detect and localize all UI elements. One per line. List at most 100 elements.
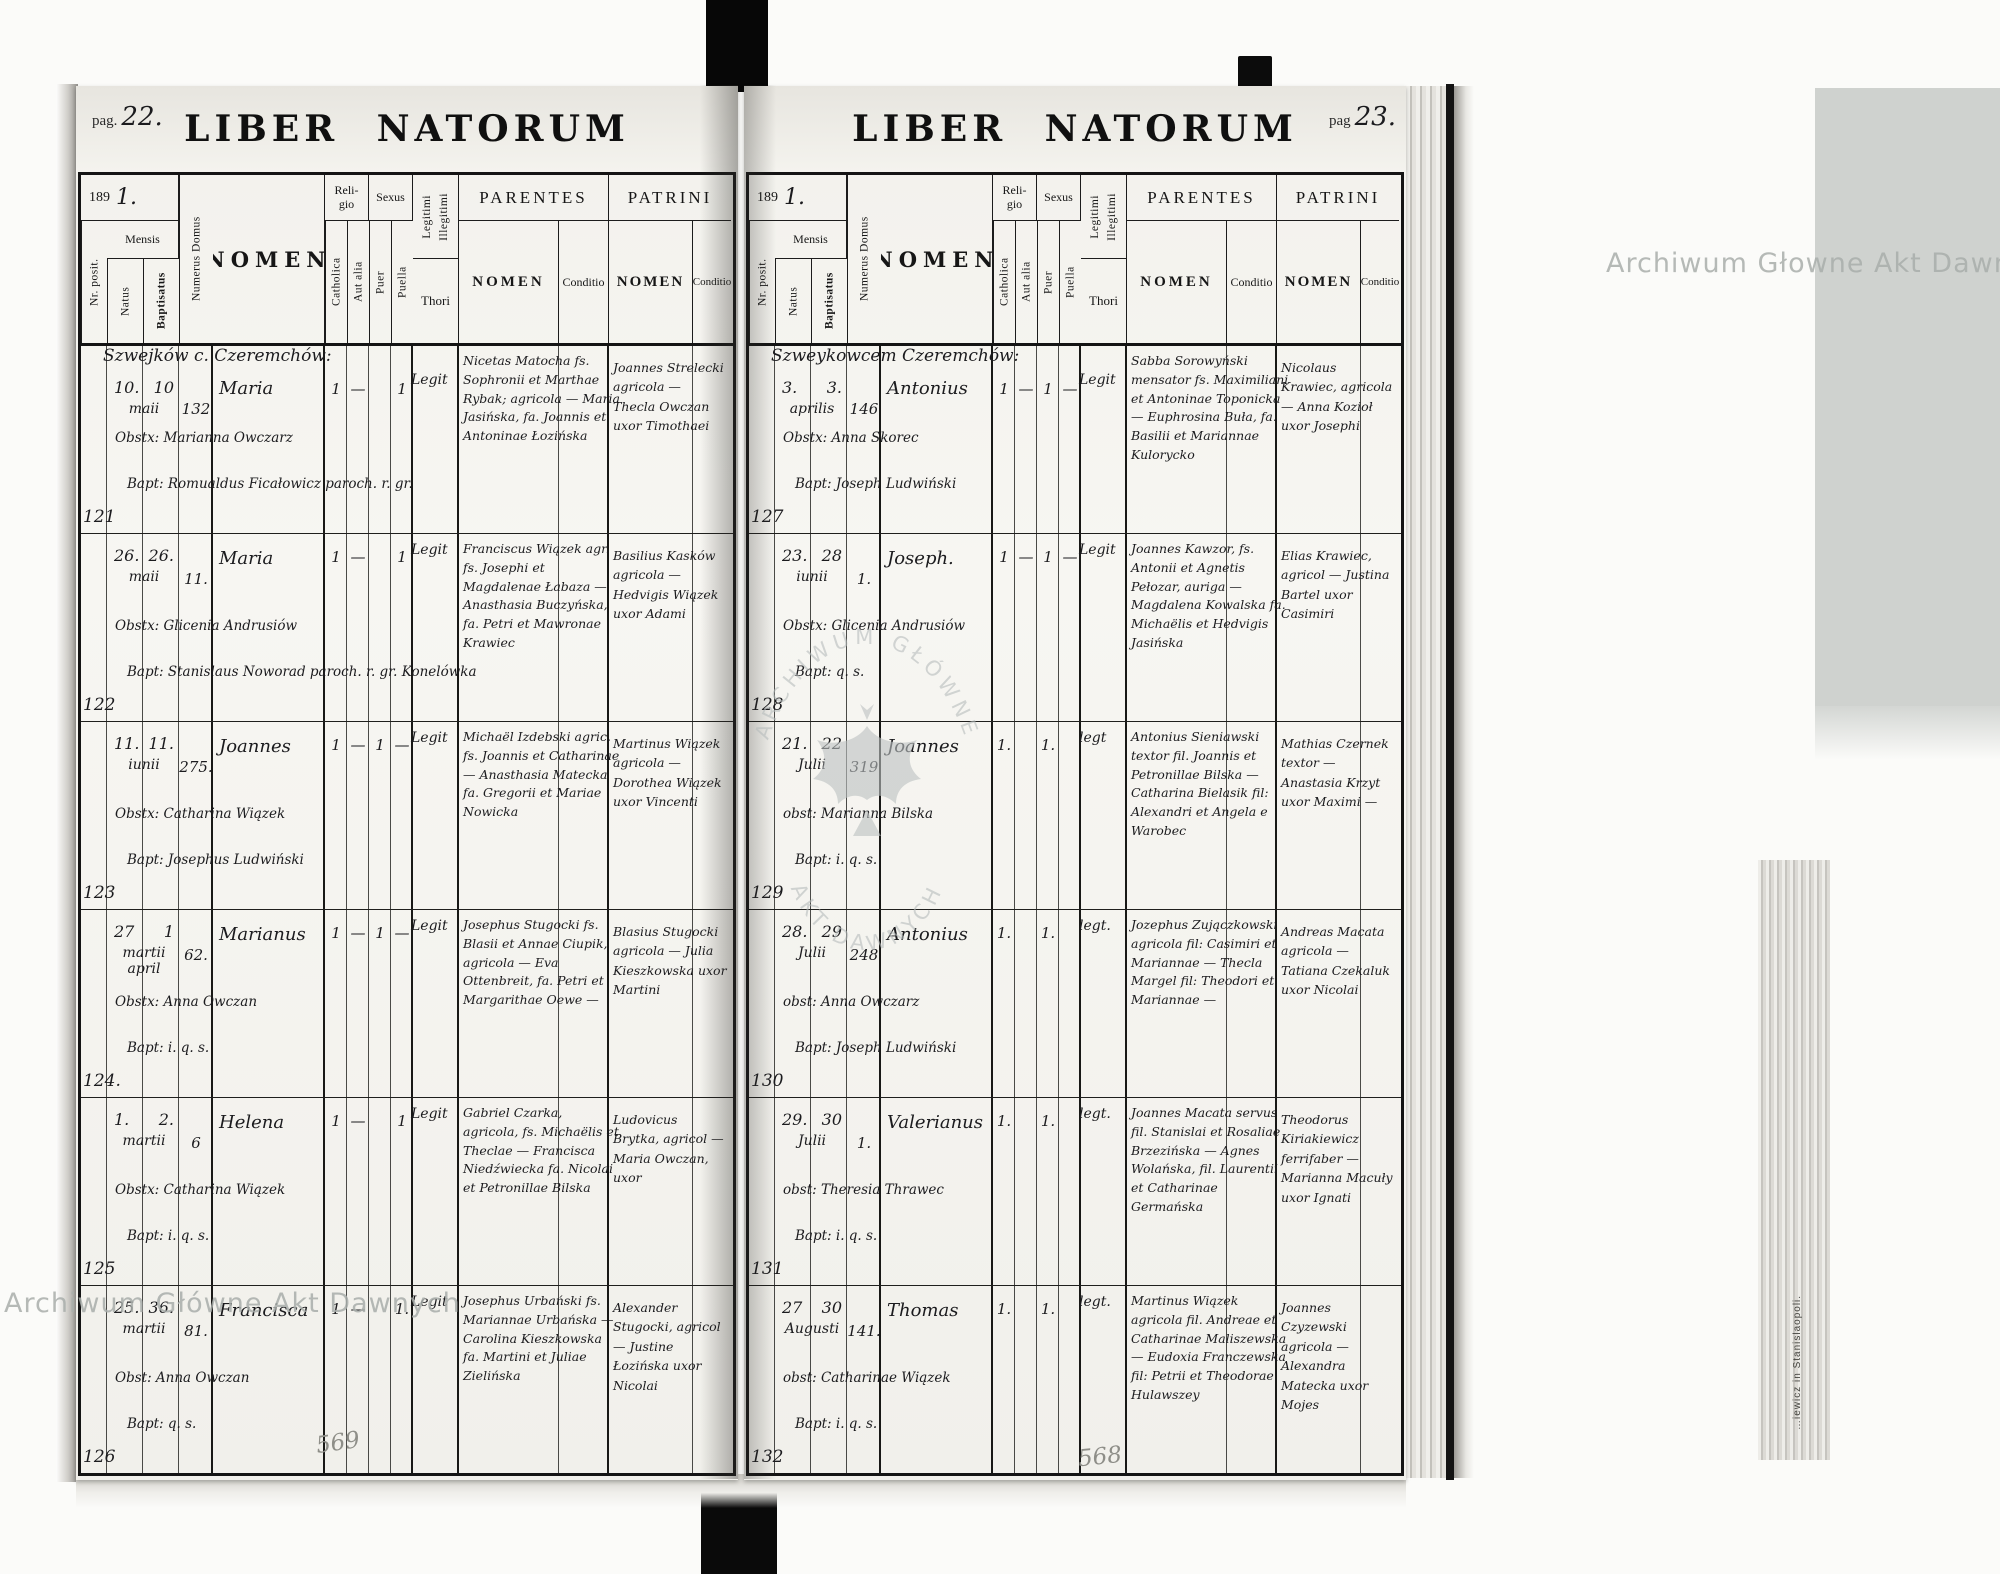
col-header-patrini-nomen: NOMEN: [1277, 221, 1361, 343]
numerus-domus-value: 141.: [847, 1322, 881, 1340]
col-header-mensis: Mensis: [775, 221, 847, 259]
date-cell: 28. 29 Julii: [775, 922, 849, 961]
puer-mark: 1.: [1040, 736, 1056, 754]
section-note: Szwejków c. Czeremchów:: [103, 346, 332, 366]
parentes-text: Antonius Sieniawski textor fil. Joannis …: [1131, 729, 1269, 838]
baptisatus-day: 10: [153, 378, 174, 397]
col-header-legitimi-illegitimi: Legitimi Illegitimi: [1081, 175, 1127, 259]
catholica-mark: 1: [331, 1300, 341, 1318]
patrini-text: Joannes Strelecki agricola — Thecla Owcz…: [613, 360, 724, 434]
nr-posit-value: 131: [751, 1259, 787, 1279]
child-name: Valerianus: [887, 1112, 984, 1133]
aut-alia-mark: —: [350, 1112, 366, 1130]
obstetrix-line: obst: Theresia Thrawec: [783, 1182, 944, 1198]
natus-day: 11.: [114, 734, 140, 753]
date-cell: 1. 2. martii: [107, 1110, 181, 1149]
date-cell: 10. 10 maii: [107, 378, 181, 417]
col-header-aut-alia: Aut alia: [1015, 221, 1037, 343]
natus-day: 21.: [782, 734, 808, 753]
puella-mark: —: [394, 736, 410, 754]
baptisans-line: Bapt: Joseph Ludwiński: [795, 476, 957, 492]
obstetrix-line: obst: Marianna Bilska: [783, 806, 934, 822]
date-cell: 27 1 martii april: [107, 922, 181, 977]
puella-mark: 1: [397, 548, 407, 566]
aut-alia-mark: —: [350, 548, 366, 566]
obstetrix-line: Obstx: Glicenia Andrusiów: [783, 618, 965, 634]
thori-mark: Legit: [411, 1294, 448, 1310]
register-row-127: Szweykowcem Czeremchów: 127 3.3.aprilis …: [749, 346, 1401, 534]
child-name: Maria: [219, 378, 274, 399]
register-row-125: 125 1. 2. martii 6 Helena 1 — 1 Legit Obst…: [81, 1098, 733, 1286]
nr-posit-value: 132: [751, 1447, 787, 1467]
catholica-mark: 1.: [996, 1112, 1012, 1130]
page-left: pag. 22. LIBER NATORUM 189 1. Nr. posit. M…: [76, 86, 738, 1480]
register-row-131: 131 29. 30 Julii 1. Valerianus 1. 1. legt.…: [749, 1098, 1401, 1286]
register-row-121: Szwejków c. Czeremchów: 121 10. 10 maii 13…: [81, 346, 733, 534]
natus-day: 27: [114, 922, 135, 941]
natus-day: 1.: [114, 1110, 130, 1129]
catholica-mark: 1: [999, 548, 1009, 566]
baptisatus-day: 28: [821, 546, 842, 565]
parentes-text: Martinus Wiązek agricola fil. Andreae et…: [1131, 1293, 1287, 1402]
catholica-mark: 1: [331, 1112, 341, 1130]
month: Julii: [797, 1133, 827, 1149]
baptisatus-day: 1: [163, 922, 174, 941]
thori-mark: Legit: [411, 730, 448, 746]
illegitimi-label: Illegitimi: [438, 192, 450, 241]
catholica-mark: 1: [331, 736, 341, 754]
parentes-text: Joannes Macata servus fil. Stanislai et …: [1131, 1105, 1281, 1214]
month: Julii: [797, 945, 827, 961]
row-gridlines: [81, 1098, 733, 1285]
obstetrix-line: Obstx: Catharina Wiązek: [115, 806, 286, 822]
nr-posit-value: 121: [83, 507, 116, 527]
aut-alia-mark: —: [1018, 380, 1034, 398]
numerus-domus-value: 6: [191, 1134, 201, 1152]
catholica-mark: 1: [331, 380, 341, 398]
baptisatus-day: 30: [821, 1298, 842, 1317]
nr-posit-value: 130: [751, 1071, 787, 1091]
col-header-sexus: Sexus: [369, 175, 413, 221]
child-name: Thomas: [887, 1300, 959, 1321]
parentes-text: Sabba Sorowyński mensator fs. Maximilian…: [1131, 353, 1289, 462]
gutter-shadow-left: [700, 85, 738, 1479]
child-name: Antonius: [887, 924, 968, 945]
catholica-mark: 1.: [996, 924, 1012, 942]
nr-posit-value: 127: [751, 507, 787, 527]
book-title: LIBER NATORUM: [852, 108, 1298, 150]
page-number-value: 22.: [121, 102, 163, 132]
nr-posit-value: 122: [83, 695, 116, 715]
row-gridlines: [749, 346, 1401, 533]
page-edges-lower: [1758, 860, 1830, 1460]
col-header-nomen: NOMEN: [881, 175, 993, 343]
register-row-122: 122 26. 26. maii 11. Maria 1 — 1 Legit Obs…: [81, 534, 733, 722]
year-printed: 189: [757, 190, 778, 206]
patrini-text: Blasius Stugocki agricola — Julia Kieszk…: [613, 924, 727, 998]
col-header-parentes-conditio: Conditio: [559, 221, 609, 343]
religio-line2: gio: [1006, 196, 1023, 211]
legitimi-label: Legitimi: [1089, 194, 1101, 239]
natus-day: 29.: [782, 1110, 808, 1129]
obstetrix-line: Obstx: Glicenia Andrusiów: [115, 618, 297, 634]
nr-posit-value: 129: [751, 883, 787, 903]
col-header-catholica: Catholica: [993, 221, 1015, 343]
nr-posit-value: 123: [83, 883, 116, 903]
col-header-parentes-nomen: NOMEN: [1127, 221, 1227, 343]
page-number: pag. 22.: [92, 102, 163, 132]
page-number-prefix: pag: [1328, 113, 1351, 129]
date-cell: 26. 26. maii: [107, 546, 181, 585]
baptisatus-day: 26.: [148, 546, 174, 565]
col-header-thori: Thori: [413, 259, 459, 343]
archive-watermark-bottom-left: Archiwum Główne Akt Dawnych: [4, 1288, 461, 1319]
page-number: pag 23.: [1329, 102, 1396, 132]
baptisans-line: Bapt: Romualdus Ficałowicz paroch. r. gr…: [127, 476, 413, 492]
nr-posit-value: 125: [83, 1259, 116, 1279]
col-header-legitimi-illegitimi: Legitimi Illegitimi: [413, 175, 459, 259]
month: maii: [128, 401, 160, 417]
aut-alia-mark: —: [350, 1300, 366, 1318]
row-gridlines: [81, 910, 733, 1097]
col-header-patrini-conditio: Conditio: [693, 221, 731, 343]
row-gridlines: [749, 1286, 1401, 1473]
